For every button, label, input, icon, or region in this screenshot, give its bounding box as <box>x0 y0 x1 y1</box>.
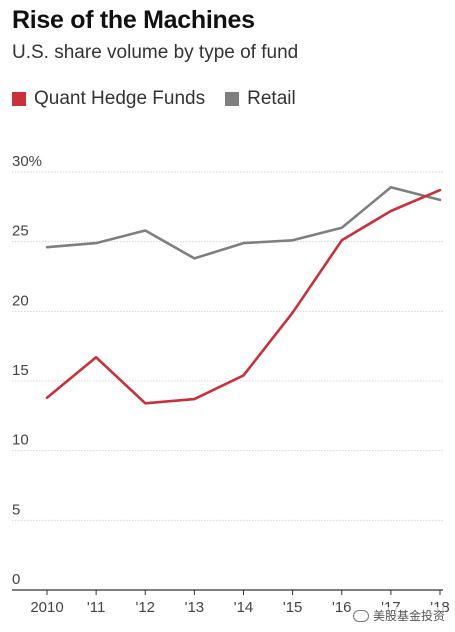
legend-swatch-quant <box>12 92 26 106</box>
y-tick-label: 15 <box>12 362 29 379</box>
y-tick-label: 25 <box>12 223 29 240</box>
x-tick-label: '14 <box>234 599 254 616</box>
wechat-icon <box>352 609 369 622</box>
y-tick-label: 5 <box>12 501 20 518</box>
legend-item-retail: Retail <box>225 88 296 110</box>
legend-item-quant: Quant Hedge Funds <box>12 88 205 110</box>
watermark-text: 美股基金投资 <box>372 609 445 623</box>
x-tick-label: '12 <box>135 599 155 616</box>
legend: Quant Hedge Funds Retail <box>12 88 316 110</box>
legend-label-retail: Retail <box>247 88 296 109</box>
chart-subtitle: U.S. share volume by type of fund <box>12 42 299 63</box>
legend-label-quant: Quant Hedge Funds <box>34 88 206 109</box>
watermark: 美股基金投资 <box>352 607 445 624</box>
x-tick-label: '13 <box>185 599 205 616</box>
x-tick-label: '11 <box>87 599 105 616</box>
x-tick-label: 2010 <box>30 599 63 616</box>
y-tick-label: 20 <box>12 292 29 309</box>
x-tick-label: '16 <box>332 599 352 616</box>
series-line-retail <box>45 186 442 260</box>
legend-swatch-retail <box>225 92 240 106</box>
y-tick-label: 0 <box>12 571 20 588</box>
chart-title: Rise of the Machines <box>12 6 255 34</box>
series-line-quant-hedge-funds <box>45 188 442 405</box>
y-tick-label: 10 <box>12 432 29 449</box>
x-tick-label: '15 <box>283 599 303 616</box>
y-tick-label: 30% <box>12 153 42 170</box>
